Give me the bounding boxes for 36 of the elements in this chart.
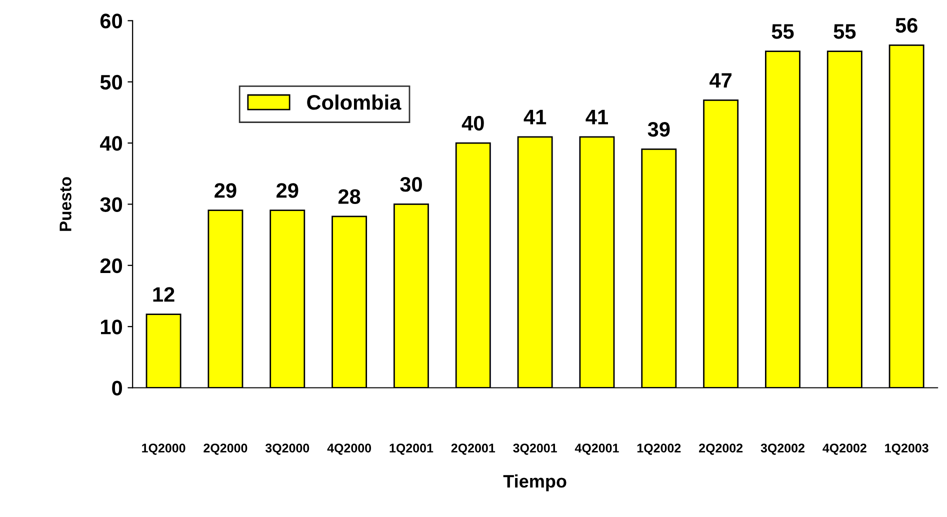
x-tick-label: 2Q2001 [451, 444, 496, 455]
data-label: 29 [276, 183, 298, 198]
y-tick-label: 40 [100, 136, 122, 151]
x-tick-label: 2Q2002 [699, 444, 743, 455]
x-tick-label: 3Q2002 [760, 444, 804, 455]
data-label: 39 [648, 122, 670, 137]
data-label: 29 [214, 183, 236, 198]
data-label: 41 [524, 110, 546, 124]
x-tick-label: 4Q2002 [822, 444, 866, 455]
data-label: 47 [710, 73, 732, 88]
y-tick-label: 60 [100, 14, 122, 28]
data-label: 40 [462, 116, 484, 131]
x-tick-label: 3Q2000 [265, 444, 310, 455]
x-tick-label: 4Q2001 [574, 444, 619, 455]
data-label: 28 [338, 189, 360, 204]
y-tick-label: 0 [112, 380, 122, 396]
y-axis-title: Puesto [60, 177, 72, 231]
x-tick-label: 1Q2000 [142, 444, 186, 455]
data-label: 30 [400, 177, 422, 192]
data-label: 55 [834, 24, 856, 39]
data-label: 12 [153, 287, 174, 302]
y-tick-label: 50 [100, 74, 122, 90]
y-tick-label: 30 [100, 197, 122, 212]
y-tick-label: 20 [100, 258, 122, 274]
x-tick-label: 1Q2003 [885, 444, 928, 455]
data-label: 56 [896, 18, 918, 33]
x-tick-label: 3Q2001 [513, 444, 557, 455]
x-axis-title: Tiempo [503, 474, 566, 492]
legend-label: Colombia [307, 94, 402, 110]
x-tick-label: 1Q2002 [637, 444, 681, 455]
x-tick-label: 1Q2001 [390, 444, 434, 455]
data-label: 41 [586, 110, 608, 124]
data-label: 55 [772, 24, 794, 39]
x-tick-label: 4Q2000 [327, 444, 372, 455]
x-tick-label: 2Q2000 [204, 444, 248, 455]
y-tick-label: 10 [101, 320, 122, 334]
